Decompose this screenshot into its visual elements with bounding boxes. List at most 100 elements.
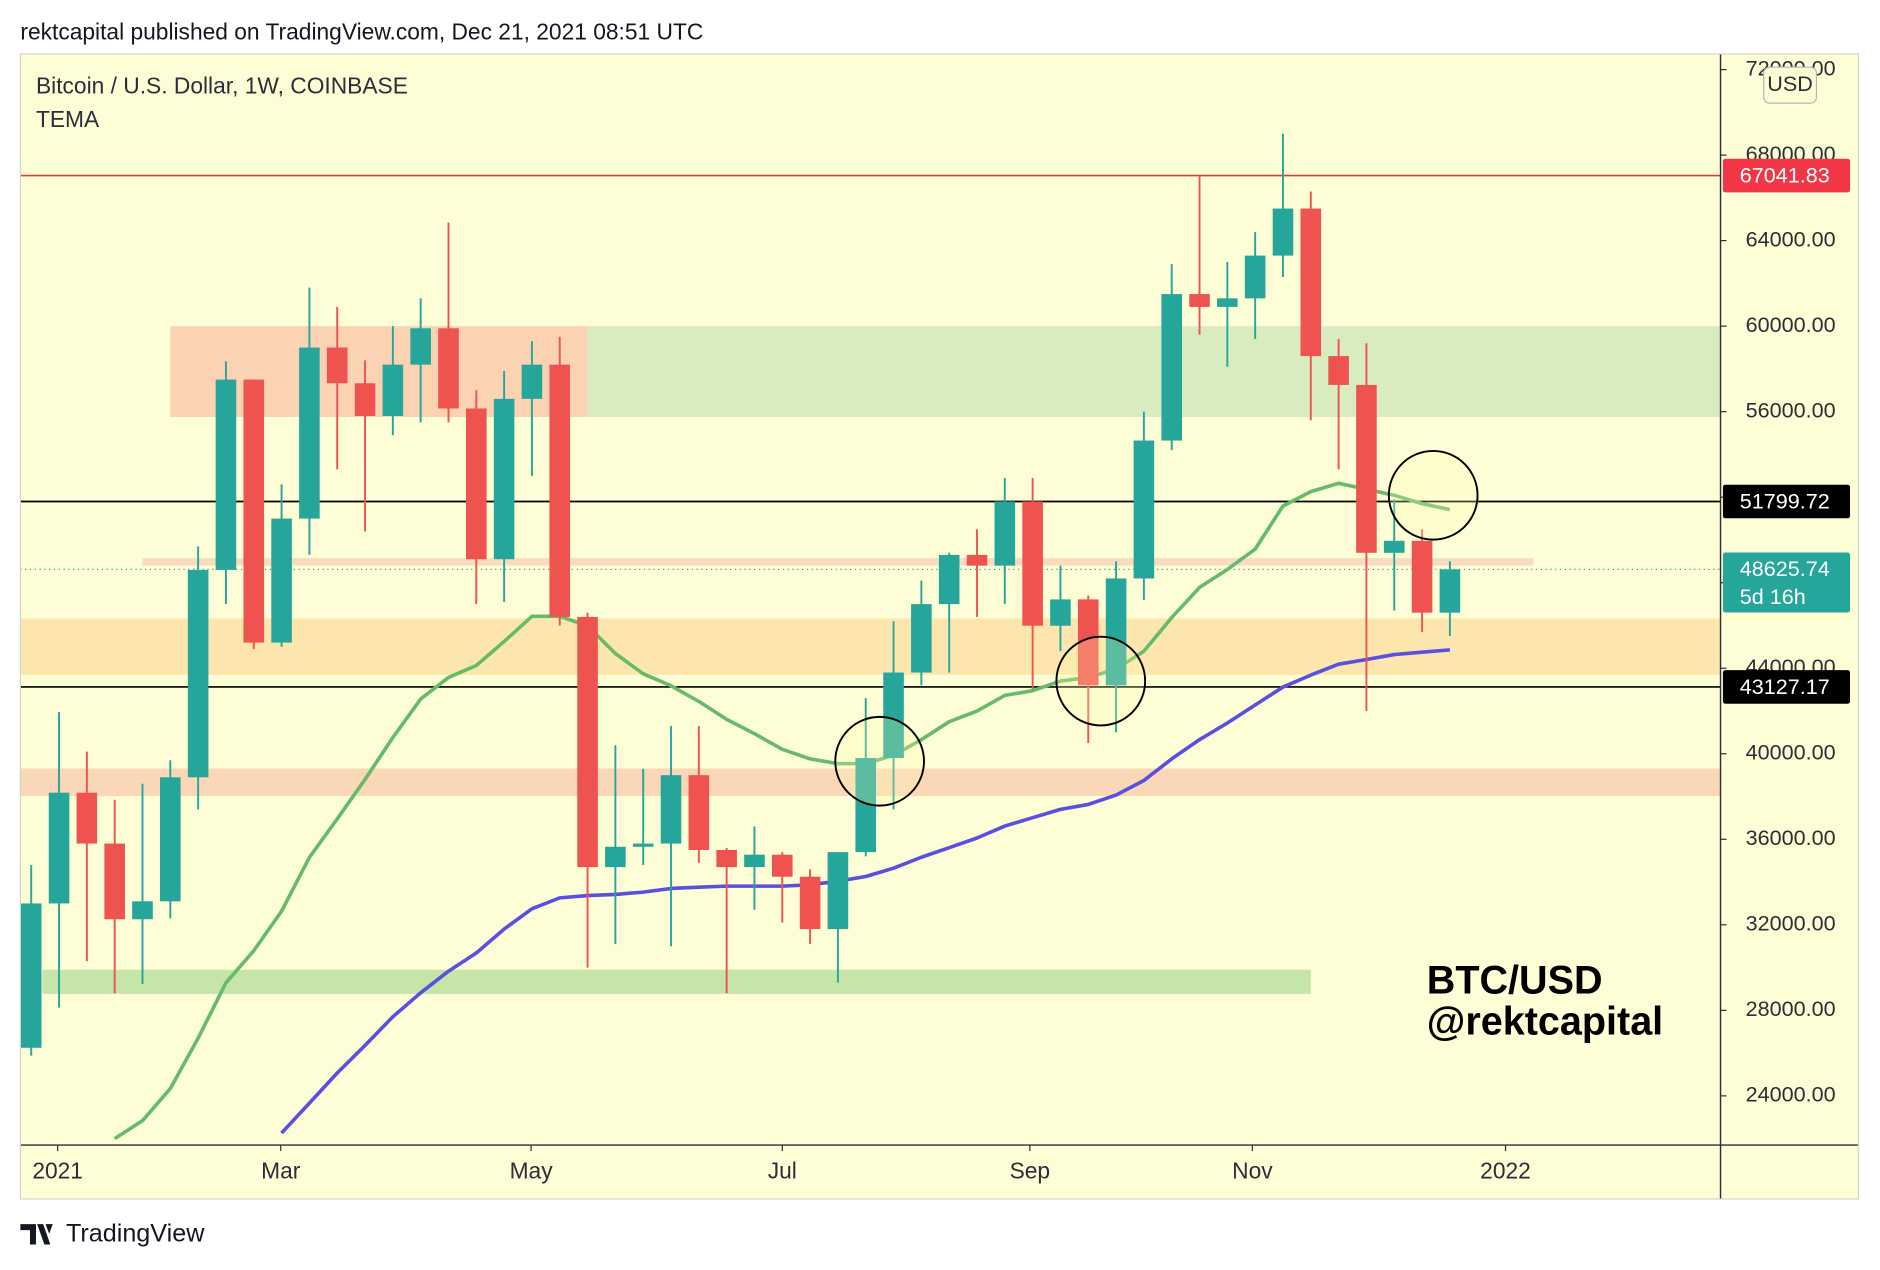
currency-badge[interactable] bbox=[1763, 66, 1818, 104]
candle-body bbox=[382, 364, 404, 416]
indicator-lines bbox=[113, 481, 1451, 1141]
x-tick-label: May bbox=[510, 1158, 554, 1184]
currency-label[interactable]: USD bbox=[1767, 71, 1813, 96]
annotation-circle bbox=[1055, 635, 1147, 727]
y-tick-label: 64000.00 bbox=[1746, 226, 1836, 251]
candle-body bbox=[1105, 578, 1127, 686]
candle-body bbox=[1328, 356, 1349, 385]
candle-body bbox=[132, 901, 153, 920]
last-price-label: 48625.74 bbox=[1740, 556, 1830, 581]
candle-body bbox=[76, 792, 98, 844]
candle-body bbox=[799, 876, 821, 930]
candle-body bbox=[160, 777, 181, 902]
zone bbox=[42, 969, 1311, 994]
candle-body bbox=[1244, 255, 1266, 299]
candle-body bbox=[1050, 599, 1071, 626]
candle-body bbox=[771, 854, 793, 877]
level-label: 51799.72 bbox=[1740, 488, 1830, 513]
candle-body bbox=[48, 792, 70, 904]
candle-body bbox=[966, 554, 988, 566]
level-label: 67041.83 bbox=[1740, 162, 1830, 187]
chart-frame bbox=[19, 53, 1860, 1200]
candle-body bbox=[1189, 294, 1210, 307]
candle-body bbox=[1272, 208, 1294, 256]
x-tick-label: Mar bbox=[261, 1158, 301, 1184]
candle-body bbox=[326, 347, 348, 384]
zone bbox=[587, 326, 1721, 418]
candle-body bbox=[855, 758, 877, 853]
level-label-box bbox=[1722, 670, 1851, 704]
brand-name: TradingView bbox=[66, 1220, 205, 1248]
candles bbox=[20, 133, 1461, 1056]
candle-body bbox=[549, 364, 571, 617]
candle-body bbox=[911, 604, 932, 673]
candle-body bbox=[1217, 298, 1238, 307]
level-label: 43127.17 bbox=[1740, 674, 1830, 699]
last-price-box bbox=[1722, 552, 1851, 613]
logo-icon bbox=[20, 1224, 53, 1245]
y-tick-label: 32000.00 bbox=[1746, 911, 1836, 936]
candle-body bbox=[1356, 384, 1377, 553]
x-tick-label: 2022 bbox=[1480, 1158, 1531, 1184]
candle-body bbox=[1022, 501, 1043, 626]
zone bbox=[20, 618, 1721, 675]
candle-body bbox=[299, 347, 320, 519]
candle-body bbox=[716, 849, 737, 868]
y-tick-label: 60000.00 bbox=[1746, 312, 1836, 337]
indicator-line bbox=[113, 481, 1451, 1141]
candle-body bbox=[938, 554, 960, 605]
y-tick-label: 28000.00 bbox=[1746, 996, 1836, 1021]
y-tick-label: 56000.00 bbox=[1746, 397, 1836, 422]
countdown-label: 5d 16h bbox=[1740, 584, 1806, 609]
candle-body bbox=[187, 569, 209, 778]
y-tick-label: 40000.00 bbox=[1746, 739, 1836, 764]
candle-body bbox=[493, 398, 515, 560]
x-tick-label: 2021 bbox=[32, 1158, 83, 1184]
candle-body bbox=[883, 672, 904, 759]
candle-body bbox=[1161, 294, 1183, 441]
y-tick-label: 36000.00 bbox=[1746, 825, 1836, 850]
annotation-circle bbox=[1387, 449, 1479, 541]
candle-body bbox=[410, 328, 431, 365]
header: rektcapital published on TradingView.com… bbox=[20, 19, 703, 45]
candle-body bbox=[354, 383, 376, 416]
brand-logo: TradingView bbox=[20, 1220, 205, 1248]
candle-body bbox=[994, 501, 1016, 566]
candle-body bbox=[1439, 569, 1461, 613]
level-label-box bbox=[1722, 484, 1851, 519]
candle-body bbox=[660, 775, 682, 844]
candle-body bbox=[1300, 208, 1322, 357]
candle-body bbox=[577, 616, 598, 868]
candle-body bbox=[605, 846, 626, 868]
indicator-line bbox=[280, 648, 1451, 1135]
y-tick-label: 24000.00 bbox=[1746, 1082, 1836, 1107]
candle-body bbox=[521, 364, 543, 399]
zone bbox=[142, 558, 1534, 566]
candle-body bbox=[20, 903, 42, 1048]
candle-body bbox=[688, 775, 710, 850]
chart-title: Bitcoin / U.S. Dollar, 1W, COINBASE bbox=[36, 73, 408, 99]
x-tick-label: Jul bbox=[768, 1158, 797, 1184]
candle-body bbox=[632, 843, 654, 847]
annotation-circles bbox=[834, 449, 1479, 807]
level-label-box bbox=[1722, 158, 1851, 193]
candle-body bbox=[1411, 540, 1433, 613]
candle-body bbox=[1383, 540, 1405, 553]
candle-body bbox=[243, 379, 265, 643]
candle-body bbox=[1133, 440, 1155, 579]
x-tick-label: Sep bbox=[1010, 1158, 1051, 1184]
watermark-line: @rektcapital bbox=[1427, 999, 1663, 1043]
candle-body bbox=[271, 518, 292, 643]
candle-body bbox=[744, 854, 765, 868]
zone bbox=[170, 326, 588, 418]
indicator-name: TEMA bbox=[36, 106, 100, 132]
candle-body bbox=[827, 852, 849, 930]
annotation-circle bbox=[834, 715, 925, 807]
candle-body bbox=[466, 408, 487, 560]
candle-body bbox=[438, 328, 459, 409]
watermark-line: BTC/USD bbox=[1427, 959, 1603, 1003]
x-tick-label: Nov bbox=[1232, 1158, 1273, 1184]
candle-body bbox=[104, 843, 125, 920]
